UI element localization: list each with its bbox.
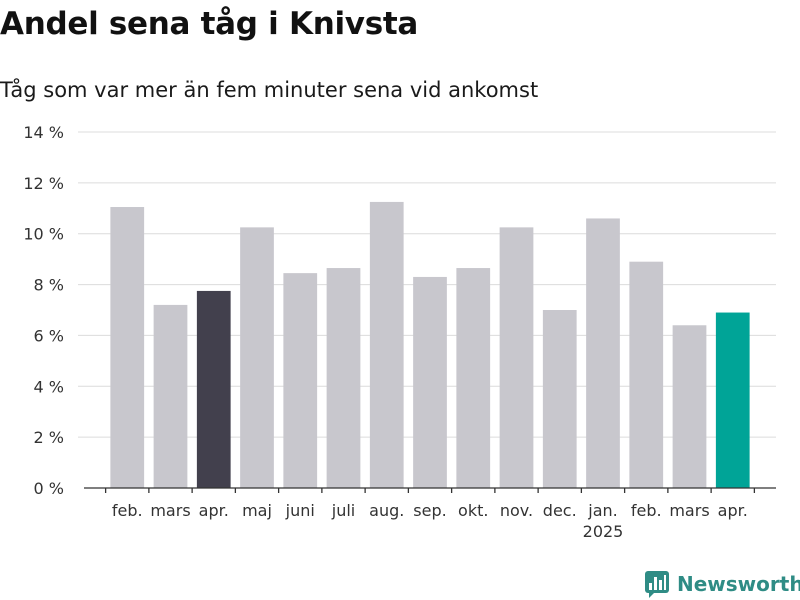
bar-jan-11 [586,218,620,488]
y-tick-label: 12 % [23,174,64,193]
bar-juli-5 [326,268,361,488]
x-axis [84,487,776,493]
x-tick-label: dec. [543,501,577,520]
bar-maj-3 [240,227,274,488]
x-tick-label: okt. [458,501,488,520]
x-tick-label: feb. [112,501,143,520]
chart-subtitle: Tåg som var mer än fem minuter sena vid … [0,78,539,102]
y-tick-label: 10 % [23,225,64,244]
x-tick-label: feb. [631,501,662,520]
x-axis-ticks: feb. mars apr. maj juni juli aug. sep. okt. nov. d… [112,501,748,541]
x-year-label: 2025 [583,522,624,541]
y-tick-label: 0 % [34,479,64,498]
x-tick-label: nov. [500,501,533,520]
brand-logo: Newsworthy [644,570,800,598]
newsworthy-logo-icon [645,571,669,598]
brand-name: Newsworthy [677,572,800,596]
x-tick-label: apr. [199,501,229,520]
bar-mars-1 [153,304,188,488]
y-tick-label: 8 % [34,276,64,295]
x-tick-label: jan. [587,501,617,520]
x-tick-label: mars [150,501,190,520]
bar-feb-12 [629,261,664,488]
x-tick-label: juni [285,501,315,520]
bar-nov-9 [499,227,534,488]
y-tick-label: 14 % [23,123,64,142]
y-tick-label: 6 % [34,326,64,345]
bar-feb-0 [110,207,145,488]
bar-dec-10 [542,310,577,488]
bar-mars-13 [672,325,707,488]
bar-juni-4 [283,273,318,488]
x-tick-label: mars [669,501,709,520]
x-tick-label: maj [242,501,272,520]
bar-okt-8 [456,268,491,488]
x-tick-label: sep. [413,501,446,520]
bar-sep-7 [413,276,447,488]
bar-aug-6 [369,201,404,488]
y-tick-label: 4 % [34,377,64,396]
y-tick-label: 2 % [34,428,64,447]
bars [110,201,750,488]
x-tick-label: juli [331,501,355,520]
y-axis-ticks: 0 % 2 % 4 % 6 % 8 % 10 % 12 % 14 % [23,123,64,498]
bar-apr-2 [196,290,231,488]
bar-apr-14 [715,312,750,488]
x-tick-label: apr. [718,501,748,520]
chart-title: Andel sena tåg i Knivsta [0,6,419,42]
x-tick-label: aug. [369,501,404,520]
